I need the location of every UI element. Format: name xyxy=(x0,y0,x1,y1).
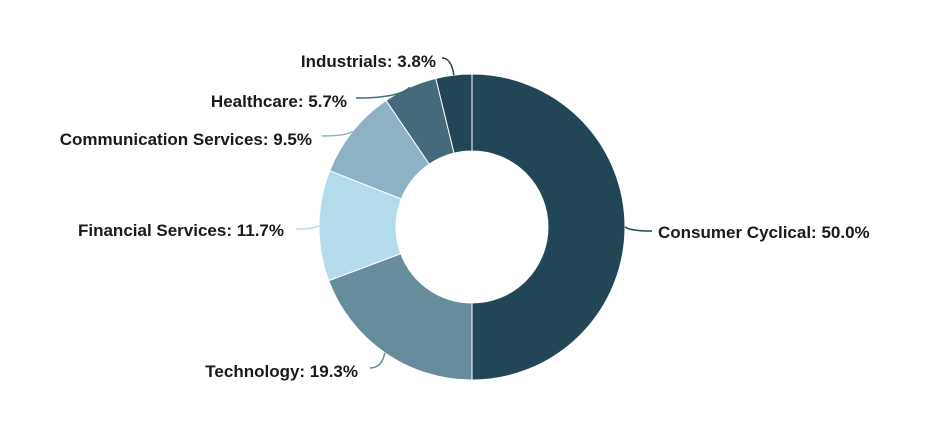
connector-consumer-cyclical xyxy=(624,226,653,232)
label-financial-services: Financial Services: 11.7% xyxy=(78,221,284,240)
label-technology: Technology: 19.3% xyxy=(205,362,358,381)
connector-industrials xyxy=(441,57,455,76)
slice-consumer-cyclical xyxy=(471,73,626,381)
label-industrials: Industrials: 3.8% xyxy=(301,52,436,71)
connector-group xyxy=(295,57,653,369)
connector-financial-services xyxy=(295,224,320,230)
slice-industrials xyxy=(435,73,473,154)
label-healthcare: Healthcare: 5.7% xyxy=(211,92,347,111)
label-group: Consumer Cyclical: 50.0% Technology: 19.… xyxy=(60,52,870,381)
slice-group xyxy=(318,73,626,381)
connector-healthcare xyxy=(355,86,411,99)
connector-communication-services xyxy=(321,130,354,137)
slice-technology xyxy=(328,252,473,381)
label-communication-services: Communication Services: 9.5% xyxy=(60,130,312,149)
connector-technology xyxy=(369,352,386,369)
label-consumer-cyclical: Consumer Cyclical: 50.0% xyxy=(658,223,870,242)
